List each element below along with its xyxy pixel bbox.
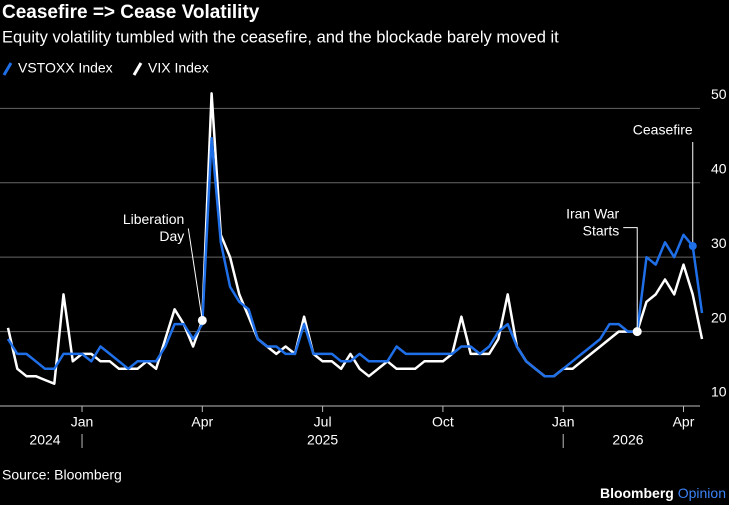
year-label: 2025 [307,432,338,448]
x-tick-label: Jul [314,414,332,430]
brand: Bloomberg Opinion [600,485,726,501]
legend-label: VIX Index [148,60,209,76]
brand-suffix: Opinion [678,485,726,501]
legend-label: VSTOXX Index [18,60,113,76]
annotation-dot [688,242,697,250]
legend-swatch [2,62,13,76]
y-tick-label: 10 [711,384,727,400]
annotation-label: Iran War [566,205,619,221]
x-tick-label: Apr [191,414,213,430]
annotation-dot [632,327,642,337]
chart-subtitle: Equity volatility tumbled with the cease… [2,28,559,46]
y-tick-label: 20 [711,309,727,325]
annotation-label: Ceasefire [633,122,693,138]
x-tick-label: Apr [673,414,695,430]
source: Source: Bloomberg [2,467,122,483]
y-tick-label: 50 [711,86,727,102]
annotation-label: Starts [583,222,620,238]
year-label: 2026 [612,432,643,448]
annotation-connector [187,228,203,321]
x-tick-label: Oct [432,414,454,430]
chart-title: Ceasefire => Cease Volatility [2,2,260,23]
brand-name: Bloomberg [600,485,674,501]
year-label: 2024 [29,432,60,448]
y-tick-label: 30 [711,235,727,251]
x-tick-label: Jan [552,414,575,430]
series-line [6,92,704,385]
y-tick-label: 40 [711,160,727,176]
legend-swatch [132,62,143,76]
annotation-label: Liberation [123,211,185,227]
annotation-dot [197,315,207,325]
x-tick-label: Jan [71,414,94,430]
series-line [6,136,704,378]
annotation-connector [623,227,638,332]
annotation-label: Day [159,228,184,244]
